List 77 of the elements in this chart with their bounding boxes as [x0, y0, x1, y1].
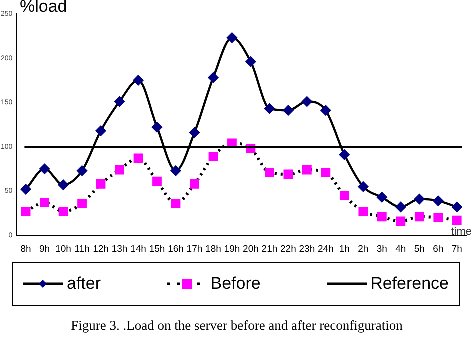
- point: [227, 32, 238, 44]
- point: [78, 199, 87, 208]
- point: [133, 75, 144, 86]
- point: [190, 180, 200, 189]
- x-tick-label: 2h: [358, 244, 369, 255]
- point: [414, 194, 425, 204]
- point: [20, 184, 32, 195]
- caption: Figure 3. .Load on the server before and after reconfiguration: [70, 318, 404, 334]
- point: [320, 106, 332, 116]
- point: [396, 216, 406, 226]
- x-tick-label: 11h: [74, 244, 90, 255]
- point: [340, 191, 350, 200]
- point: [321, 168, 331, 178]
- point: [170, 166, 182, 176]
- x-tick-label: 9h: [40, 244, 50, 255]
- x-tick-label: 10h: [56, 244, 72, 255]
- x-axis-title: time: [451, 226, 472, 238]
- point: [264, 104, 275, 114]
- x-tick-label: 14h: [130, 244, 146, 255]
- x-tick-label: 23h: [299, 244, 316, 255]
- point: [452, 202, 462, 212]
- legend-label: Before: [210, 274, 261, 294]
- x-tick-label: 4h: [396, 244, 406, 255]
- point: [152, 122, 162, 133]
- point: [96, 180, 106, 189]
- point: [265, 168, 274, 178]
- point: [358, 206, 368, 216]
- x-tick-label: 15h: [149, 244, 166, 255]
- point: [58, 206, 68, 216]
- point: [208, 152, 218, 162]
- point: [190, 128, 200, 138]
- point: [152, 176, 162, 186]
- legend-label: Reference: [370, 274, 449, 294]
- x-tick-label: 1h: [339, 244, 350, 255]
- point: [452, 216, 462, 226]
- x-tick-label: 20h: [243, 244, 259, 255]
- x-tick-label: 7h: [452, 244, 462, 255]
- x-tick-label: 24h: [318, 244, 334, 255]
- point: [340, 150, 350, 160]
- point: [114, 96, 125, 107]
- legend-label: after: [67, 274, 102, 294]
- x-tick-label: 16h: [168, 244, 184, 255]
- point: [377, 192, 388, 203]
- point: [21, 206, 31, 216]
- point: [40, 164, 50, 174]
- x-tick-label: 19h: [224, 244, 240, 255]
- point: [284, 170, 294, 180]
- point: [134, 154, 144, 164]
- point: [434, 213, 444, 223]
- point: [433, 196, 444, 206]
- point: [208, 72, 219, 83]
- point: [246, 56, 256, 67]
- point: [414, 212, 424, 222]
- point: [40, 198, 50, 208]
- x-tick-label: 6h: [433, 244, 444, 255]
- point: [302, 165, 312, 175]
- point: [377, 212, 387, 222]
- x-tick-label: 22h: [280, 244, 296, 255]
- y-axis-title: %load: [20, 0, 68, 17]
- x-tick-label: 17h: [186, 244, 203, 255]
- x-tick-label: 13h: [112, 244, 128, 255]
- point: [302, 96, 312, 107]
- point: [96, 126, 106, 136]
- point: [115, 165, 124, 175]
- point: [396, 202, 406, 212]
- point: [358, 182, 369, 192]
- x-tick-label: 18h: [206, 244, 222, 255]
- x-tick-label: 5h: [414, 244, 425, 255]
- x-tick-label: 12h: [93, 244, 109, 255]
- point: [283, 106, 294, 116]
- x-tick-label: 3h: [376, 244, 388, 255]
- point: [58, 180, 69, 190]
- point: [171, 199, 181, 208]
- point: [77, 166, 88, 176]
- x-tick-label: 8h: [20, 244, 32, 255]
- point: [228, 138, 237, 148]
- x-tick-label: 21h: [262, 244, 278, 255]
